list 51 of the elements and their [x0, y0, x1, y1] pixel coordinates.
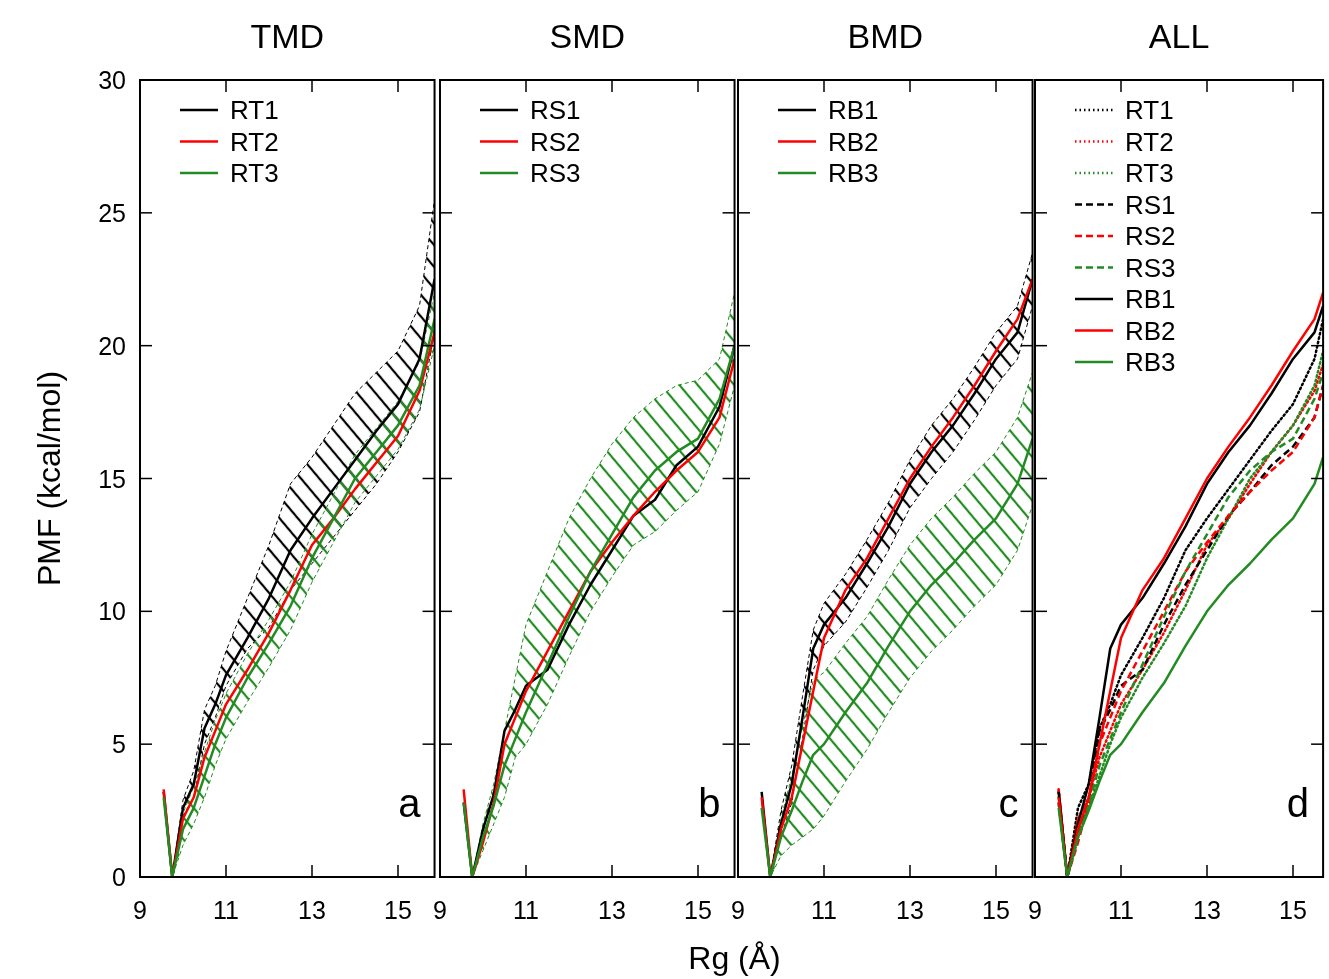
chart-title: ALL [1148, 17, 1210, 55]
x-tick-label: 11 [1108, 896, 1134, 924]
y-tick-label: 5 [112, 730, 126, 759]
y-tick-label: 10 [98, 597, 126, 626]
legend-label: RT2 [230, 126, 279, 157]
legend-label: RS3 [1125, 252, 1176, 283]
legend-label: RB2 [828, 126, 879, 157]
y-tick-label: 0 [112, 863, 126, 891]
legend-label: RT3 [1125, 158, 1174, 188]
annotation: b [698, 781, 721, 825]
legend-label: RT3 [230, 158, 279, 188]
legend-label: RS1 [1125, 189, 1176, 220]
legend-label: RT2 [1125, 126, 1174, 157]
y-tick-label: 30 [98, 66, 126, 94]
annotation: a [398, 781, 422, 825]
x-tick-label: 11 [811, 896, 837, 924]
legend-label: RB1 [1125, 284, 1176, 314]
x-tick-label: 15 [684, 896, 712, 924]
legend-label: RS1 [530, 95, 581, 125]
x-axis-title: Rg (Å) [688, 940, 781, 976]
legend-label: RS2 [1125, 221, 1176, 251]
legend-label: RT1 [1125, 95, 1174, 125]
annotation: d [1286, 781, 1310, 825]
chart-title: SMD [549, 17, 626, 55]
annotation: c [998, 781, 1019, 825]
legend-label: RB1 [828, 95, 879, 125]
x-tick-label: 13 [896, 896, 924, 924]
x-tick-label: 15 [982, 896, 1010, 924]
x-tick-label: 9 [133, 896, 147, 924]
x-tick-label: 11 [213, 896, 239, 924]
legend-label: RT1 [230, 95, 279, 125]
y-tick-label: 15 [98, 464, 126, 493]
x-tick-label: 11 [513, 896, 539, 924]
chart-title: TMD [250, 17, 325, 55]
legend-label: RS3 [530, 158, 581, 188]
y-tick-label: 25 [98, 198, 126, 227]
x-tick-label: 9 [731, 896, 745, 924]
x-tick-label: 9 [433, 896, 447, 924]
x-tick-label: 13 [298, 896, 326, 924]
x-tick-label: 15 [1279, 896, 1307, 924]
y-axis-title: PMF (kcal/mol) [31, 370, 67, 587]
x-tick-label: 13 [598, 896, 626, 924]
legend-label: RB3 [828, 158, 879, 188]
chart-title: BMD [847, 17, 924, 55]
legend-label: RB3 [1125, 347, 1176, 377]
legend-label: RB2 [1125, 315, 1176, 346]
x-tick-label: 15 [384, 896, 412, 924]
legend-label: RS2 [530, 126, 581, 157]
x-tick-label: 13 [1193, 896, 1221, 924]
y-tick-label: 20 [98, 331, 126, 360]
x-tick-label: 9 [1028, 896, 1042, 924]
